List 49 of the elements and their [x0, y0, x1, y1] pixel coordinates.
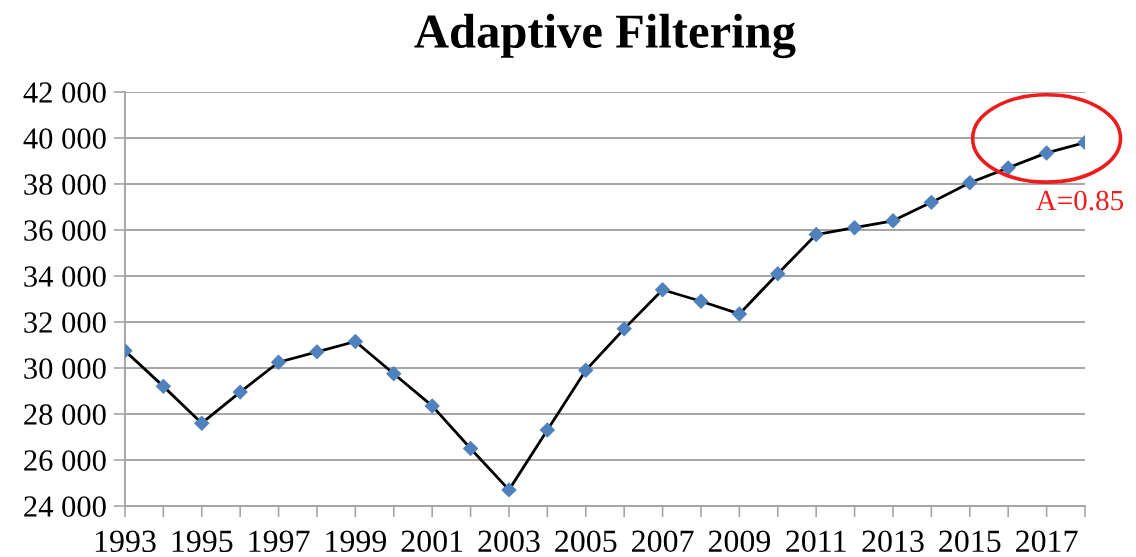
point	[155, 378, 172, 395]
x-tick-label: 2017	[1016, 530, 1078, 553]
point	[386, 365, 402, 382]
y-tick-label: 36 000	[24, 220, 106, 241]
x-tick-label: 2009	[708, 530, 771, 553]
point	[731, 306, 748, 322]
point	[424, 398, 440, 414]
point	[462, 440, 479, 457]
point	[309, 344, 325, 360]
y-tick-label: 38 000	[24, 174, 106, 195]
y-tick-label: 24 000	[24, 496, 106, 517]
point	[232, 384, 248, 400]
x-tick-label: 2013	[862, 530, 924, 553]
point	[539, 422, 556, 438]
annotation: A=0.85	[1035, 190, 1124, 211]
point	[194, 415, 210, 431]
point	[1000, 160, 1016, 176]
x-tick-label: 1995	[172, 530, 233, 553]
x-tick-label: 1999	[326, 530, 386, 553]
point	[693, 293, 709, 309]
point	[270, 354, 287, 370]
point	[962, 175, 978, 191]
x-tick-label: 1997	[249, 530, 310, 553]
x-tick-label: 2015	[939, 530, 1001, 553]
x-tick-label: 2011	[786, 530, 846, 553]
x-tick-label: 2003	[478, 530, 540, 553]
x-tick-label: 2005	[555, 530, 617, 553]
y-tick-label: 40 000	[23, 128, 106, 149]
y-tick-label: 42 000	[23, 82, 106, 103]
x-tick-label: 2007	[632, 530, 694, 553]
point	[846, 219, 863, 236]
x-tick-label: 1993	[95, 530, 156, 553]
y-tick-label: 26 000	[24, 450, 106, 471]
y-tick-label: 34 000	[24, 266, 106, 287]
point	[501, 482, 517, 498]
point	[808, 226, 824, 243]
point	[616, 321, 632, 337]
point	[578, 362, 594, 379]
point	[885, 213, 901, 229]
point	[923, 194, 940, 211]
y-tick-label: 32 000	[24, 312, 106, 333]
y-tick-label: 28 000	[24, 404, 106, 425]
point	[770, 265, 786, 282]
point	[1038, 145, 1055, 161]
point	[347, 333, 364, 350]
y-tick-label: 30 000	[24, 358, 106, 379]
point	[654, 282, 671, 298]
chart-title: Adaptive Filtering	[414, 13, 796, 59]
x-tick-label: 2001	[401, 530, 463, 553]
